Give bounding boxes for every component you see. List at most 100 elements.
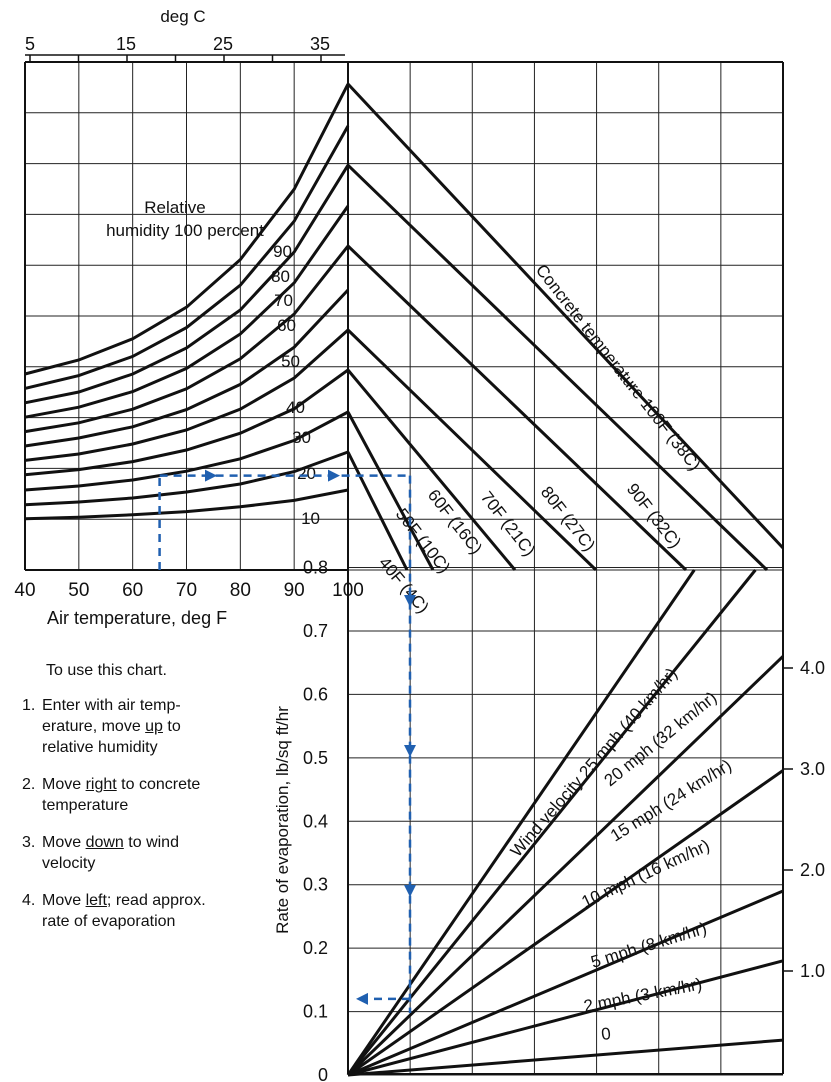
step-keyword: right — [85, 776, 117, 793]
instruction-step-3: 3. Move down to wind velocity — [22, 832, 272, 874]
step-text: to — [162, 718, 181, 735]
step-text: to concrete — [116, 776, 201, 793]
humidity-title-line-2: humidity 100 percent — [106, 221, 264, 240]
example-arrow-right — [205, 469, 217, 482]
wind-line-label: 10 mph (16 km/hr) — [579, 836, 713, 912]
wind-line — [346, 655, 785, 1077]
humidity-curve-60 — [24, 245, 350, 434]
secondary-tick-label: 4.0 — [800, 658, 825, 678]
evaporation-tick-label: 0.2 — [303, 938, 328, 958]
wind-line-label: 2 mph (3 km/hr) — [582, 974, 703, 1016]
secondary-tick-label: 1.0 — [800, 961, 825, 981]
humidity-curve-label: 30 — [292, 428, 311, 447]
humidity-curve-100 — [24, 83, 350, 376]
concrete-line-label: 70F (21C) — [477, 488, 539, 560]
air-temp-tick-label: 90 — [284, 580, 305, 601]
humidity-curve-label: 90 — [273, 242, 292, 261]
deg-c-axis-label: deg C — [160, 7, 205, 26]
step-text: relative humidity — [42, 739, 158, 756]
instruction-step-1: 1. Enter with air temp- erature, move up… — [22, 695, 272, 758]
evaporation-axis-label: Rate of evaporation, lb/sq ft/hr — [273, 706, 292, 934]
deg-c-tick-label: 25 — [213, 34, 233, 54]
evaporation-tick-label: 0.8 — [303, 558, 328, 578]
wind-line — [346, 569, 696, 1076]
example-arrow-left — [356, 992, 368, 1005]
evaporation-tick-label: 0.6 — [303, 684, 328, 704]
instructions-panel: To use this chart. 1. Enter with air tem… — [22, 660, 272, 948]
humidity-curve-80 — [24, 164, 350, 405]
concrete-line — [346, 164, 769, 572]
deg-c-tick-label: 15 — [116, 34, 136, 54]
wind-line-label: 0 — [600, 1024, 612, 1044]
wind-line-label: Wind velocity 25 mph (40 km/hr) — [507, 664, 681, 860]
example-arrow-right — [328, 469, 340, 482]
step-text: Enter with air temp- — [42, 697, 181, 714]
step-text: Move — [42, 834, 86, 851]
humidity-curve-10 — [24, 450, 349, 507]
step-text: to wind — [123, 834, 179, 851]
deg-c-tick-label: 35 — [310, 34, 330, 54]
evaporation-tick-label: 0.5 — [303, 748, 328, 768]
step-text: Move — [42, 776, 86, 793]
humidity-curve-50 — [24, 288, 350, 448]
humidity-curve-label: 70 — [274, 291, 293, 310]
humidity-curve-0 — [24, 488, 349, 521]
step-text: rate of evaporation — [42, 913, 176, 930]
air-temp-tick-label: 50 — [68, 580, 89, 601]
wind-line-label: 5 mph (8 km/hr) — [589, 919, 709, 972]
concrete-line — [346, 82, 785, 550]
step-number: 3. — [22, 834, 36, 851]
secondary-tick-label: 2.0 — [800, 860, 825, 880]
air-temp-tick-label: 100 — [332, 580, 364, 601]
air-temp-tick-label: 80 — [230, 580, 251, 601]
step-keyword: up — [145, 718, 163, 735]
wind-line — [347, 889, 784, 1077]
step-number: 4. — [22, 892, 36, 909]
evaporation-tick-label: 0.4 — [303, 811, 328, 831]
evaporation-tick-label: 0 — [318, 1065, 328, 1082]
air-temp-axis-label: Air temperature, deg F — [47, 608, 227, 628]
wind-line — [347, 959, 784, 1077]
wind-line — [347, 1038, 784, 1077]
humidity-curve-label: 20 — [297, 464, 316, 483]
step-text: erature, move — [42, 718, 146, 735]
humidity-curve-70 — [24, 205, 350, 419]
concrete-line — [346, 328, 598, 572]
humidity-curve-label: 60 — [277, 316, 296, 335]
humidity-curve-40 — [24, 328, 349, 462]
humidity-curve-30 — [24, 368, 349, 477]
evaporation-tick-label: 0.7 — [303, 621, 328, 641]
step-number: 1. — [22, 697, 36, 714]
concrete-line — [346, 451, 409, 571]
humidity-curve-label: 50 — [281, 352, 300, 371]
step-text: Move — [42, 892, 86, 909]
air-temp-tick-label: 70 — [176, 580, 197, 601]
humidity-curve-label: 10 — [301, 509, 320, 528]
step-text: ; read approx. — [106, 892, 206, 909]
step-keyword: down — [85, 834, 124, 851]
wind-line — [346, 569, 757, 1076]
wind-line — [347, 769, 784, 1077]
instruction-step-2: 2. Move right to concrete temperature — [22, 774, 272, 816]
humidity-curve-label: 40 — [286, 398, 305, 417]
example-arrow-down — [404, 745, 416, 757]
humidity-title-line-1: Relative — [144, 198, 205, 217]
instruction-step-4: 4. Move left; read approx. rate of evapo… — [22, 890, 272, 932]
concrete-line — [346, 369, 517, 571]
step-keyword: left — [85, 892, 107, 909]
example-arrow-down — [404, 595, 416, 607]
humidity-curve-20 — [24, 410, 349, 492]
instructions-heading: To use this chart. — [46, 662, 167, 679]
step-number: 2. — [22, 776, 36, 793]
concrete-line — [346, 244, 688, 572]
air-temp-tick-label: 60 — [122, 580, 143, 601]
step-text: temperature — [42, 797, 129, 814]
humidity-curve-label: 80 — [271, 267, 290, 286]
evaporation-tick-label: 0.1 — [303, 1002, 328, 1022]
example-arrow-down — [404, 885, 416, 897]
humidity-curve-90 — [24, 125, 350, 390]
step-text: velocity — [42, 855, 96, 872]
air-temp-tick-label: 40 — [14, 580, 35, 601]
evaporation-tick-label: 0.3 — [303, 875, 328, 895]
